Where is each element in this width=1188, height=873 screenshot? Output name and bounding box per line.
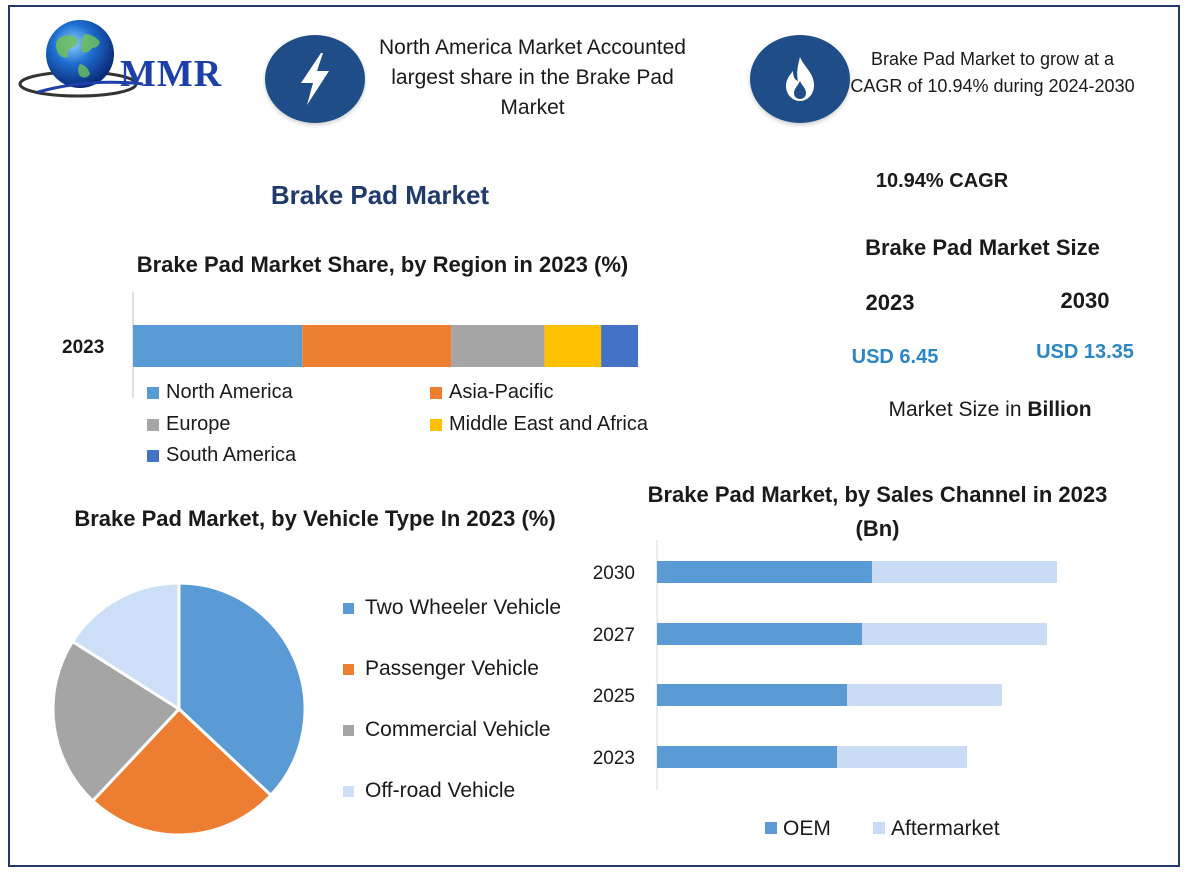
channel-bar-oem-2023 [657,746,837,768]
channel-category-label-2030: 2030 [593,563,635,584]
pie-slice-off-road-vehicle [70,581,181,712]
cagr-label: 10.94% CAGR [875,170,1009,192]
region-share-chart: 2023 North America Asia-Pacific Europe Middl… [62,292,649,466]
pie-slice-two-wheeler-vehicle [177,581,307,798]
vehicle-legend-item-passenger-vehicle: Passenger Vehicle [343,657,539,681]
cagr-note: Brake Pad Market to grow at a CAGR of 10… [850,49,1135,96]
channel-legend-swatch-oem [765,822,777,834]
region-legend-label-asia-pacific: Asia-Pacific [449,381,553,403]
region-bar-asia-pacific [302,325,452,367]
channel-category-label-2025: 2025 [593,686,635,707]
vehicle-chart-title: Brake Pad Market, by Vehicle Type In 202… [74,506,556,531]
channel-bar-aftermarket-2030 [872,561,1057,583]
region-legend-label-north-america: North America [166,381,294,403]
market-size-title: Brake Pad Market Size [865,235,1100,260]
market-size-value-2023: USD 6.45 [851,346,939,368]
region-bar-north-america [133,325,303,367]
pie-slice-passenger-vehicle [90,706,273,837]
vehicle-legend-item-two-wheeler-vehicle: Two Wheeler Vehicle [343,596,561,620]
channel-bar-oem-2027 [657,623,862,645]
vehicle-legend-label: Commercial Vehicle [365,718,551,741]
region-legend-swatch-south-america [147,450,159,462]
pie-slice-commercial-vehicle [51,639,182,803]
region-legend-label-middle-east-and-africa: Middle East and Africa [449,413,649,435]
logo-wordmark: MMR [120,53,223,95]
vehicle-legend-label: Two Wheeler Vehicle [365,596,562,619]
region-legend-label-south-america: South America [166,444,297,466]
vehicle-legend-swatch [343,785,354,797]
channel-category-label-2023: 2023 [593,748,635,769]
channel-legend-label-aftermarket: Aftermarket [891,817,1000,840]
vehicle-legend-swatch [343,724,354,736]
channel-bar-aftermarket-2023 [837,746,967,768]
region-bar-middle-east-and-africa [544,325,602,367]
unit-prefix: Market Size in [888,398,1028,421]
lightning-bolt-icon [265,35,365,123]
market-size-unit-note: Market Size in Billion [840,398,1140,422]
region-legend-swatch-north-america [147,387,159,399]
region-legend-label-europe: Europe [166,413,231,435]
channel-bar-aftermarket-2025 [847,684,1002,706]
market-size-year-2023: 2023 [865,290,915,315]
region-legend-swatch-europe [147,419,159,431]
channel-bar-oem-2025 [657,684,847,706]
unit-bold: Billion [1027,398,1092,421]
region-category-label: 2023 [62,337,104,358]
channel-bar-oem-2030 [657,561,872,583]
region-bar-europe [451,325,545,367]
vehicle-legend-label: Passenger Vehicle [365,657,539,680]
market-size-value-2030: USD 13.35 [1036,341,1134,363]
channel-bar-aftermarket-2027 [862,623,1047,645]
region-legend-swatch-asia-pacific [430,387,442,399]
vehicle-legend-swatch [343,602,354,614]
channel-legend-swatch-aftermarket [873,822,885,834]
vehicle-type-legend: Two Wheeler Vehicle Passenger Vehicle Comm… [343,596,603,826]
north-america-note: North America Market Accounted largest s… [379,36,686,119]
channel-category-label-2027: 2027 [593,625,635,646]
region-chart-title: Brake Pad Market Share, by Region in 202… [136,252,629,277]
globe-icon [18,20,144,98]
page-title: Brake Pad Market [270,180,490,210]
vehicle-type-pie [51,581,307,837]
market-size-year-2030: 2030 [1060,288,1110,313]
vehicle-legend-label: Off-road Vehicle [365,779,516,802]
vehicle-legend-swatch [343,663,354,675]
flame-icon [750,35,850,123]
sales-channel-chart: 2030 2027 2025 2023 OEM Aftermarket [593,540,1057,840]
vehicle-legend-item-commercial-vehicle: Commercial Vehicle [343,718,551,742]
vehicle-legend-item-off-road-vehicle: Off-road Vehicle [343,779,515,803]
channel-chart-title: Brake Pad Market, by Sales Channel in 20… [647,482,1108,541]
region-legend-swatch-middle-east-and-africa [430,419,442,431]
channel-legend-label-oem: OEM [783,817,831,840]
region-bar-south-america [601,325,638,367]
mmr-logo [18,14,243,106]
